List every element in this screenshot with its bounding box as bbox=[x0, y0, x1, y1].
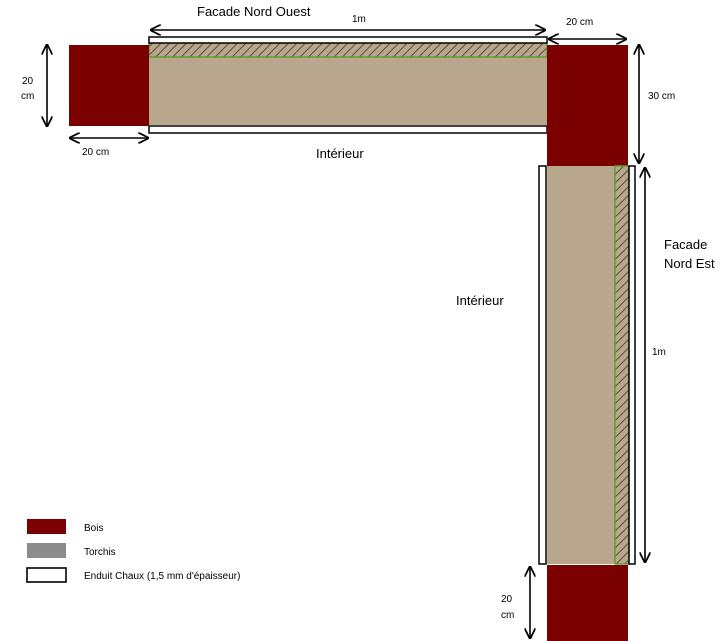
left-bois-post bbox=[69, 45, 149, 126]
legend-label-torchis: Torchis bbox=[84, 547, 116, 558]
top-wall-enduit-exterior bbox=[148, 36, 548, 44]
label-facade-nord-est-2: Nord Est bbox=[664, 256, 715, 271]
bottom-bois-post bbox=[547, 565, 628, 641]
label-bottom-post-height-2: cm bbox=[501, 610, 514, 621]
label-left-post-height-1: 20 bbox=[22, 76, 34, 87]
label-left-post-height-2: cm bbox=[21, 91, 34, 102]
label-interieur-right: Intérieur bbox=[456, 293, 504, 308]
label-corner-width: 20 cm bbox=[566, 17, 593, 28]
label-corner-height: 30 cm bbox=[648, 91, 675, 102]
label-interieur-top: Intérieur bbox=[316, 146, 364, 161]
top-wall-torchis bbox=[149, 57, 547, 125]
label-right-length: 1m bbox=[652, 347, 666, 358]
label-facade-nord-ouest: Facade Nord Ouest bbox=[197, 4, 311, 19]
right-wall-enduit-interior bbox=[538, 165, 547, 565]
label-left-post-width: 20 cm bbox=[82, 147, 109, 158]
top-wall-enduit-interior bbox=[148, 125, 548, 134]
right-wall-torchis bbox=[547, 166, 615, 564]
right-wall-enduit-exterior bbox=[628, 165, 636, 565]
legend: Bois Torchis Enduit Chaux (1,5 mm d'épai… bbox=[26, 519, 240, 583]
legend-swatch-torchis bbox=[27, 543, 66, 558]
legend-label-bois: Bois bbox=[84, 523, 103, 534]
legend-swatch-enduit bbox=[26, 567, 67, 583]
right-wall-hatch-layer bbox=[614, 165, 630, 565]
corner-bois-post bbox=[547, 45, 628, 166]
legend-label-enduit: Enduit Chaux (1,5 mm d'épaisseur) bbox=[84, 571, 240, 582]
legend-swatch-bois bbox=[27, 519, 66, 534]
top-wall-hatch-layer bbox=[148, 42, 548, 58]
label-bottom-post-height-1: 20 bbox=[501, 594, 513, 605]
label-top-length: 1m bbox=[352, 14, 366, 25]
label-facade-nord-est-1: Facade bbox=[664, 237, 707, 252]
